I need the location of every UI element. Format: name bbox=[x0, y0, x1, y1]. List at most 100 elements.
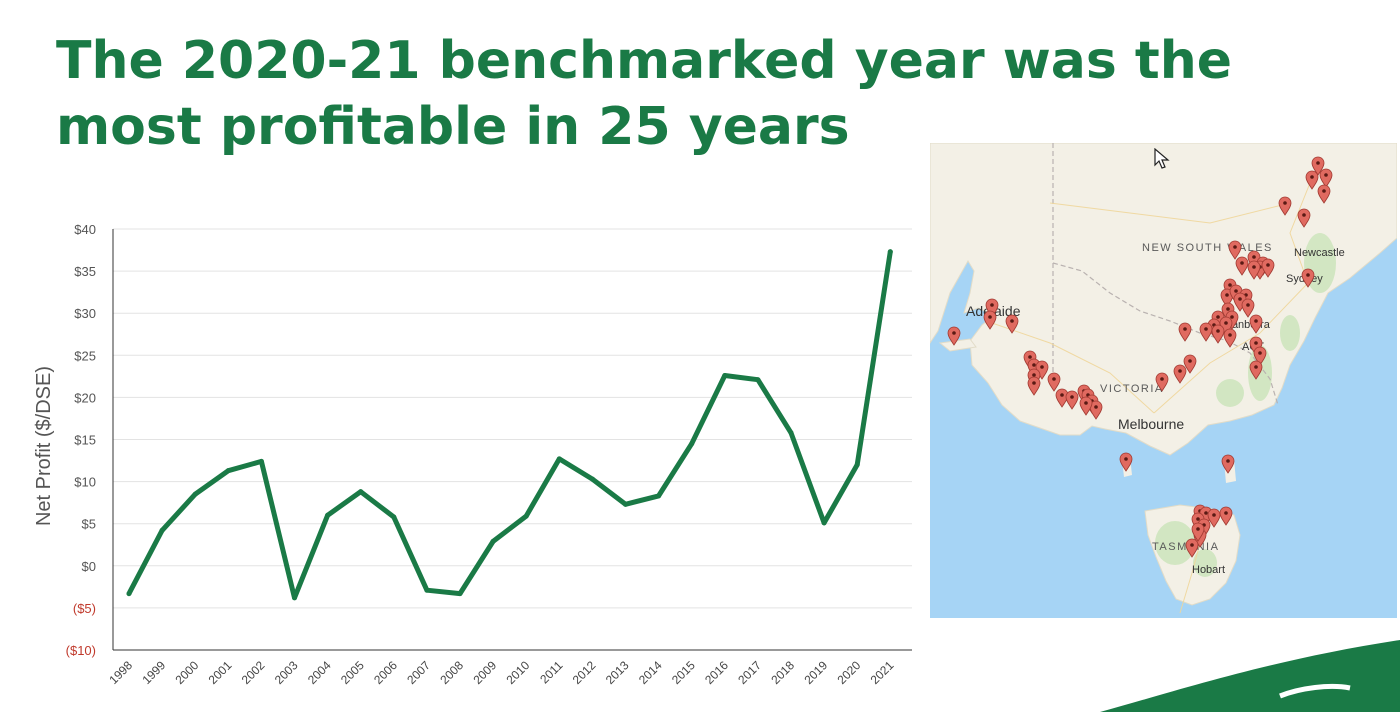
x-tick-label: 2021 bbox=[868, 658, 897, 687]
y-axis-label: Net Profit ($/DSE) bbox=[33, 366, 55, 526]
map-pin-icon[interactable] bbox=[1311, 156, 1325, 176]
map-pin-icon[interactable] bbox=[1235, 256, 1249, 276]
map-pin-icon[interactable] bbox=[1301, 268, 1315, 288]
series-line bbox=[126, 249, 893, 601]
x-tick-label: 2012 bbox=[570, 658, 599, 687]
chart-axes bbox=[112, 229, 912, 651]
data-point bbox=[656, 493, 662, 499]
y-tick-label: $5 bbox=[82, 517, 96, 532]
data-point bbox=[854, 462, 860, 468]
data-point bbox=[755, 377, 761, 383]
data-point bbox=[192, 491, 198, 497]
map-pin-icon[interactable] bbox=[1155, 372, 1169, 392]
map-pin-icon[interactable] bbox=[1221, 454, 1235, 474]
map-pin-icon[interactable] bbox=[1219, 506, 1233, 526]
x-tick-label: 2001 bbox=[206, 658, 235, 687]
x-tick-label: 2013 bbox=[603, 658, 632, 687]
map-pin-icon[interactable] bbox=[1223, 328, 1237, 348]
line-chart: $40 $35 $30 $25 $20 $15 $10 $5 $0 ($5) ($10) 1998 1… bbox=[33, 222, 912, 687]
chart-grid bbox=[113, 228, 912, 609]
y-tick-label: $0 bbox=[82, 559, 96, 574]
data-point bbox=[358, 489, 364, 495]
y-tick-label: $10 bbox=[74, 475, 96, 490]
roads bbox=[991, 182, 1311, 614]
map-pin-icon[interactable] bbox=[985, 298, 999, 318]
y-tick-label: $20 bbox=[74, 390, 96, 405]
y-tick-labels: $40 $35 $30 $25 $20 $15 $10 $5 $0 ($5) ($10) bbox=[66, 222, 96, 658]
map-pin-icon[interactable] bbox=[1253, 346, 1267, 366]
data-point bbox=[523, 513, 529, 519]
city-label-newcastle: Newcastle bbox=[1294, 247, 1345, 259]
map-pin-icon[interactable] bbox=[1319, 168, 1333, 188]
mouse-cursor-icon bbox=[1154, 148, 1170, 169]
map-pin-icon[interactable] bbox=[1047, 372, 1061, 392]
y-tick-label: $25 bbox=[74, 348, 96, 363]
data-point bbox=[292, 595, 297, 601]
map-pin-icon[interactable] bbox=[1228, 240, 1242, 260]
data-point bbox=[788, 430, 794, 436]
farm-location-map[interactable]: NEW SOUTH WALES VICTORIA TASMANIA Newcas… bbox=[930, 143, 1397, 618]
x-tick-label: 1998 bbox=[106, 658, 135, 687]
map-pin-icon[interactable] bbox=[1191, 522, 1205, 542]
data-point bbox=[391, 514, 397, 520]
map-pin-icon[interactable] bbox=[1241, 298, 1255, 318]
map-pin-icon[interactable] bbox=[1278, 196, 1292, 216]
x-tick-label: 2002 bbox=[239, 658, 268, 687]
map-pin-icon[interactable] bbox=[1249, 314, 1263, 334]
map-pin-icon[interactable] bbox=[947, 326, 961, 346]
map-pin-icon[interactable] bbox=[1178, 322, 1192, 342]
map-pin-icon[interactable] bbox=[1173, 364, 1187, 384]
map-pin-icon[interactable] bbox=[1065, 390, 1079, 410]
x-tick-label: 2004 bbox=[305, 658, 334, 687]
map-pin-icon[interactable] bbox=[1079, 396, 1093, 416]
map-pin-icon[interactable] bbox=[1199, 322, 1213, 342]
y-tick-label: ($10) bbox=[66, 643, 96, 658]
logo-swoosh bbox=[1100, 640, 1400, 712]
map-pin-icon[interactable] bbox=[1185, 538, 1199, 558]
map-pin-icon[interactable] bbox=[1249, 360, 1263, 380]
city-label-hobart: Hobart bbox=[1192, 564, 1226, 576]
map-pin-icon[interactable] bbox=[1027, 376, 1041, 396]
map-pin-icon[interactable] bbox=[1220, 288, 1234, 308]
data-point bbox=[325, 512, 331, 518]
map-pin-icon[interactable] bbox=[1297, 208, 1311, 228]
map-pin-icon[interactable] bbox=[1207, 508, 1221, 528]
data-point bbox=[722, 373, 728, 379]
data-point bbox=[589, 476, 595, 482]
map-pin-icon[interactable] bbox=[1305, 170, 1319, 190]
kangaroo-island bbox=[938, 338, 977, 352]
x-tick-label: 1999 bbox=[139, 658, 168, 687]
data-point bbox=[258, 458, 264, 464]
y-tick-label: $35 bbox=[74, 264, 96, 279]
x-tick-label: 2009 bbox=[470, 658, 499, 687]
x-tick-label: 2010 bbox=[504, 658, 533, 687]
y-tick-label: $15 bbox=[74, 433, 96, 448]
map-pin-icon[interactable] bbox=[1247, 260, 1261, 280]
data-point bbox=[490, 538, 496, 544]
y-tick-label: $40 bbox=[74, 222, 96, 237]
slide-title: The 2020-21 benchmarked year was the mos… bbox=[56, 31, 1233, 157]
map-pin-icon[interactable] bbox=[1211, 324, 1225, 344]
x-tick-label: 2015 bbox=[669, 658, 698, 687]
y-tick-label: ($5) bbox=[73, 601, 96, 616]
data-point bbox=[457, 591, 463, 597]
data-point bbox=[821, 520, 827, 526]
map-pin-icon[interactable] bbox=[1089, 400, 1103, 420]
map-markers bbox=[947, 156, 1333, 558]
x-tick-label: 2000 bbox=[173, 658, 202, 687]
map-pin-icon[interactable] bbox=[1183, 354, 1197, 374]
map-pin-icon[interactable] bbox=[1005, 314, 1019, 334]
y-tick-label: $30 bbox=[74, 306, 96, 321]
x-tick-label: 2006 bbox=[371, 658, 400, 687]
city-label-melbourne: Melbourne bbox=[1118, 416, 1185, 432]
x-tick-label: 2019 bbox=[801, 658, 830, 687]
x-tick-label: 2016 bbox=[702, 658, 731, 687]
map-pin-icon[interactable] bbox=[983, 310, 997, 330]
x-tick-labels: 1998 1999 2000 2001 2002 2003 2004 2005 2006 2007… bbox=[106, 658, 896, 687]
data-point bbox=[689, 441, 695, 447]
x-tick-label: 2011 bbox=[537, 658, 565, 686]
map-pin-icon[interactable] bbox=[1261, 258, 1275, 278]
map-pin-icon[interactable] bbox=[1119, 452, 1133, 472]
data-point bbox=[126, 591, 132, 597]
map-pin-icon[interactable] bbox=[1317, 184, 1331, 204]
